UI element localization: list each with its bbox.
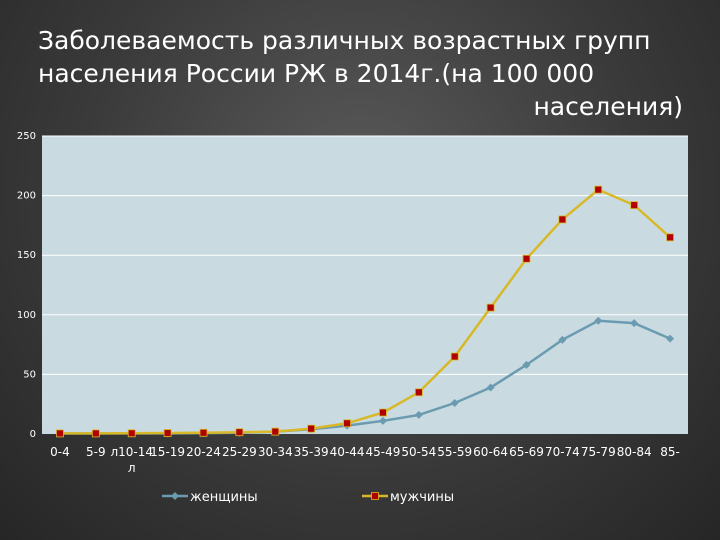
x-tick-label: 40-44 <box>330 445 365 459</box>
x-tick-label: 50-54 <box>401 445 436 459</box>
data-point <box>307 424 316 433</box>
y-tick-label: 50 <box>23 369 36 380</box>
data-point <box>450 352 459 361</box>
y-tick-label: 200 <box>17 191 36 202</box>
y-tick-label: 0 <box>30 429 36 440</box>
chart-title-line1: Заболеваемость различных возрастных груп… <box>38 26 651 55</box>
x-tick-label: л10-14 <box>110 445 153 459</box>
x-tick-label: 70-74 <box>545 445 580 459</box>
x-tick-label: 85- <box>660 445 680 459</box>
x-tick-label: 5-9 <box>86 445 106 459</box>
series-markers <box>55 185 675 438</box>
legend-marker <box>371 492 379 500</box>
x-tick-label: л <box>128 461 136 475</box>
y-axis-ticks: 0 50 100 150 200 250 <box>17 131 36 440</box>
data-point <box>450 399 459 408</box>
data-point <box>558 215 567 224</box>
data-point <box>486 303 495 312</box>
y-tick-label: 250 <box>17 131 36 142</box>
data-point <box>127 429 136 438</box>
data-point <box>558 335 567 344</box>
x-tick-label: 55-59 <box>437 445 472 459</box>
x-tick-label: 0-4 <box>50 445 70 459</box>
legend: женщины мужчины <box>162 490 454 505</box>
data-point <box>235 428 244 437</box>
x-tick-label: 60-64 <box>473 445 508 459</box>
x-tick-label: 15-19 <box>150 445 185 459</box>
data-point <box>378 416 387 425</box>
data-point <box>486 383 495 392</box>
data-point <box>522 360 531 369</box>
gridlines <box>42 135 688 375</box>
data-point <box>56 429 64 438</box>
data-point <box>630 319 639 328</box>
data-point <box>594 316 603 325</box>
x-tick-label: 45-49 <box>366 445 401 459</box>
data-point <box>343 419 351 428</box>
data-point <box>414 388 423 397</box>
legend-marker <box>171 492 179 500</box>
data-point <box>594 185 603 194</box>
plot-area <box>42 136 688 434</box>
x-tick-label: 20-24 <box>186 445 221 459</box>
y-tick-label: 100 <box>17 310 36 321</box>
data-point <box>522 254 531 263</box>
data-point <box>163 429 172 437</box>
data-point <box>630 201 639 210</box>
data-point <box>271 427 280 436</box>
x-tick-label: 35-39 <box>294 445 329 459</box>
legend-label: женщины <box>190 490 258 505</box>
x-tick-label: 30-34 <box>258 445 293 459</box>
legend-label: мужчины <box>390 490 454 505</box>
x-tick-label: 75-79 <box>581 445 616 459</box>
data-point <box>199 428 208 437</box>
y-tick-label: 150 <box>17 250 36 261</box>
series-line-2 <box>59 188 671 435</box>
data-point <box>414 410 423 419</box>
chart-title: Заболеваемость различных возрастных груп… <box>38 24 683 123</box>
chart-title-line2: населения России РЖ в 2014г.(на 100 000 <box>38 59 595 88</box>
data-point <box>666 334 675 343</box>
x-tick-label: 80-84 <box>617 445 652 459</box>
x-tick-label: 65-69 <box>509 445 544 459</box>
data-point <box>379 408 387 417</box>
data-point <box>91 429 100 438</box>
x-tick-label: 25-29 <box>222 445 257 459</box>
series-lines <box>59 188 671 435</box>
chart-title-line3: населения) <box>533 92 683 121</box>
data-point <box>666 233 674 242</box>
